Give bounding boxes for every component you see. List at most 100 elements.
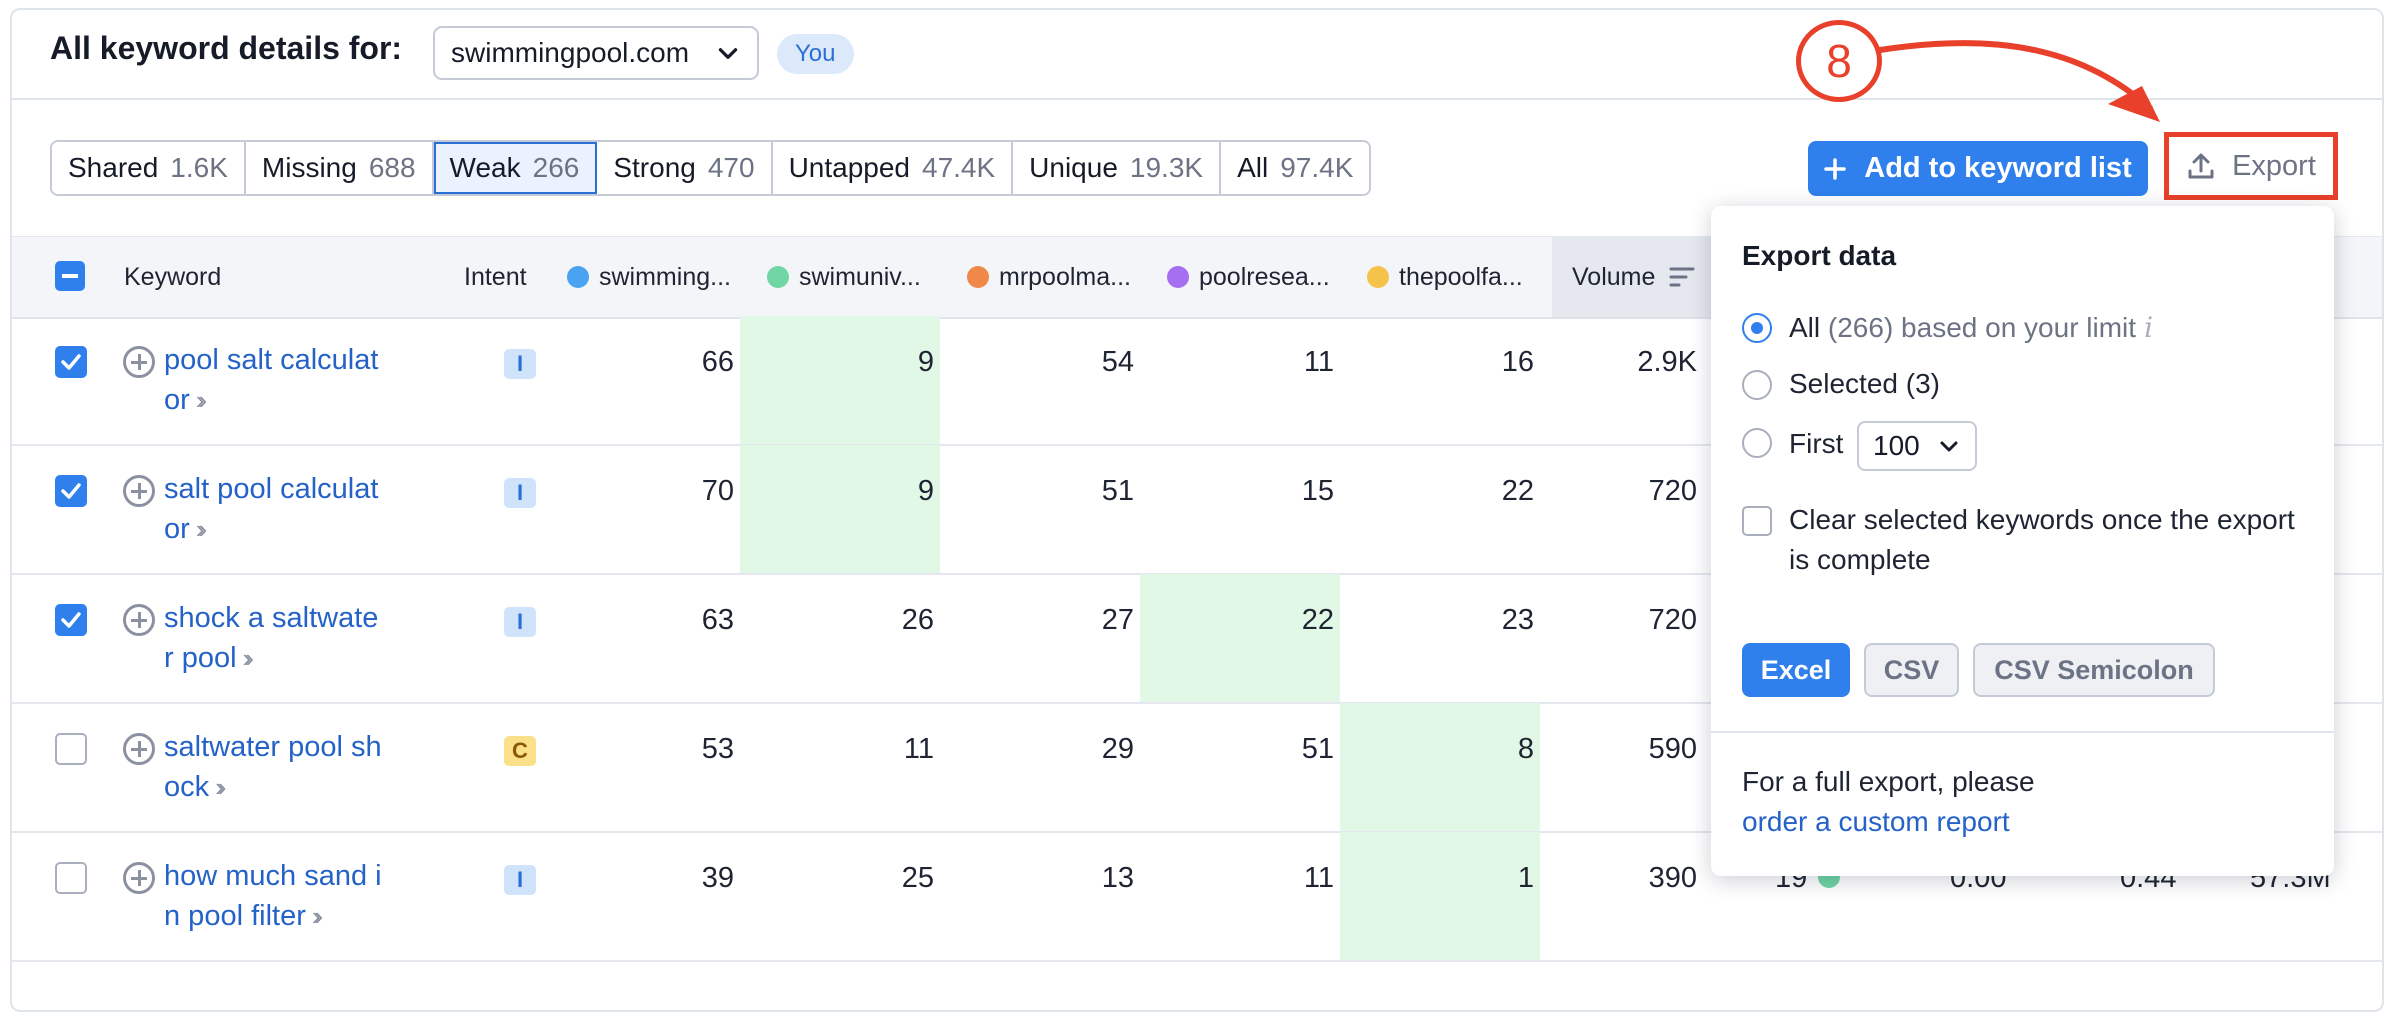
add-button-label: Add to keyword list	[1864, 152, 2132, 184]
add-keyword-icon[interactable]	[123, 862, 155, 894]
position-value: 51	[1101, 475, 1134, 507]
tab-missing[interactable]: Missing 688	[245, 142, 434, 194]
column-domain-5[interactable]: thepoolfa...	[1367, 237, 1523, 317]
intent-badge: I	[504, 607, 536, 637]
tab-label: All	[1237, 152, 1269, 183]
radio-first[interactable]	[1742, 428, 1772, 458]
tab-strong[interactable]: Strong 470	[597, 142, 773, 194]
domain-color-dot	[1367, 266, 1389, 288]
keyword-text: n pool filter	[164, 900, 306, 932]
option-selected-label[interactable]: Selected (3)	[1789, 368, 1940, 399]
csv-button[interactable]: CSV	[1864, 643, 1959, 697]
position-value: 63	[701, 604, 734, 636]
best-position-highlight	[740, 316, 940, 444]
column-keyword[interactable]: Keyword	[124, 262, 222, 291]
domain-color-dot	[1167, 266, 1189, 288]
tab-shared[interactable]: Shared 1.6K	[52, 142, 246, 194]
best-position-highlight	[1340, 832, 1540, 960]
add-keyword-icon[interactable]	[123, 604, 155, 636]
best-position-highlight	[740, 445, 940, 573]
add-keyword-icon[interactable]	[123, 733, 155, 765]
keyword-link[interactable]: pool salt calculat or ››	[164, 340, 404, 420]
tab-untapped[interactable]: Untapped 47.4K	[772, 142, 1014, 194]
column-domain-1[interactable]: swimming...	[567, 237, 731, 317]
step-number-callout: 8	[1796, 20, 1882, 102]
popover-divider	[1711, 731, 2334, 733]
double-chevron-icon: ››	[195, 514, 208, 544]
column-domain-3[interactable]: mrpoolma...	[967, 237, 1131, 317]
clear-selected-checkbox[interactable]	[1742, 506, 1772, 536]
keyword-link[interactable]: how much sand i n pool filter ››	[164, 856, 404, 936]
best-position-highlight	[1340, 703, 1540, 831]
double-chevron-icon: ››	[311, 901, 324, 931]
info-icon[interactable]: i	[2144, 311, 2154, 344]
row-checkbox[interactable]	[55, 604, 87, 636]
intent-badge: C	[504, 736, 536, 766]
radio-all[interactable]	[1742, 313, 1772, 343]
keyword-text: or	[164, 513, 190, 545]
position-value: 54	[1101, 346, 1134, 378]
keyword-link[interactable]: shock a saltwate r pool ››	[164, 598, 404, 678]
option-first-label[interactable]: First	[1789, 428, 1844, 459]
intent-badge: I	[504, 478, 536, 508]
volume-value: 390	[1648, 862, 1697, 894]
tab-count: 19.3K	[1129, 152, 1204, 183]
domain-color-dot	[567, 266, 589, 288]
keyword-link[interactable]: saltwater pool sh ock ››	[164, 727, 404, 807]
excel-button[interactable]: Excel	[1742, 643, 1850, 697]
add-to-keyword-list-button[interactable]: Add to keyword list	[1808, 141, 2148, 196]
clear-selected-label[interactable]: Clear selected keywords once the export …	[1789, 504, 2295, 575]
option-all-count: (266) based on your limit	[1827, 312, 2137, 343]
export-button[interactable]: Export	[2164, 132, 2338, 200]
best-position-highlight	[1140, 574, 1340, 702]
radio-selected[interactable]	[1742, 370, 1772, 400]
custom-report-link[interactable]: order a custom report	[1742, 806, 2010, 837]
page-title: All keyword details for:	[50, 30, 403, 66]
position-value: 1	[1517, 862, 1534, 894]
tab-all[interactable]: All 97.4K	[1221, 142, 1370, 194]
tab-label: Untapped	[788, 152, 910, 183]
row-checkbox[interactable]	[55, 862, 87, 894]
keyword-link[interactable]: salt pool calculat or ››	[164, 469, 404, 549]
chevron-down-icon	[718, 48, 738, 59]
column-intent[interactable]: Intent	[464, 262, 527, 291]
position-value: 9	[917, 475, 934, 507]
position-value: 13	[1101, 862, 1134, 894]
tab-label: Strong	[613, 152, 696, 183]
option-all-label[interactable]: All (266) based on your limit i	[1789, 311, 2153, 344]
upload-icon	[2188, 153, 2214, 179]
keyword-text: shock a saltwate	[164, 602, 379, 634]
sort-icon	[1669, 267, 1695, 287]
position-value: 11	[903, 733, 934, 765]
check-icon	[61, 483, 81, 499]
double-chevron-icon: ››	[195, 385, 208, 415]
position-value: 53	[701, 733, 734, 765]
position-value: 26	[901, 604, 934, 636]
tab-unique[interactable]: Unique 19.3K	[1013, 142, 1222, 194]
column-domain-4[interactable]: poolresea...	[1167, 237, 1330, 317]
position-value: 66	[701, 346, 734, 378]
position-value: 22	[1301, 604, 1334, 636]
position-value: 11	[1303, 346, 1334, 378]
add-keyword-icon[interactable]	[123, 346, 155, 378]
column-domain-2[interactable]: swimuniv...	[767, 237, 921, 317]
tab-count: 688	[368, 152, 416, 183]
csv-semicolon-button[interactable]: CSV Semicolon	[1973, 643, 2215, 697]
tab-weak[interactable]: Weak 266	[433, 142, 598, 194]
column-volume[interactable]: Volume	[1552, 237, 1712, 317]
domain-select[interactable]: swimmingpool.com	[433, 26, 759, 80]
header-divider	[10, 98, 2382, 100]
check-icon	[61, 354, 81, 370]
add-keyword-icon[interactable]	[123, 475, 155, 507]
row-checkbox[interactable]	[55, 475, 87, 507]
volume-value: 720	[1648, 475, 1697, 507]
column-label: Volume	[1572, 262, 1656, 291]
select-all-checkbox[interactable]	[55, 261, 85, 291]
volume-value: 2.9K	[1637, 346, 1697, 378]
row-checkbox[interactable]	[55, 733, 87, 765]
first-count-select[interactable]: 100	[1857, 421, 1977, 471]
export-button-label: Export	[2232, 149, 2316, 182]
position-value: 9	[917, 346, 934, 378]
row-checkbox[interactable]	[55, 346, 87, 378]
position-value: 39	[701, 862, 734, 894]
